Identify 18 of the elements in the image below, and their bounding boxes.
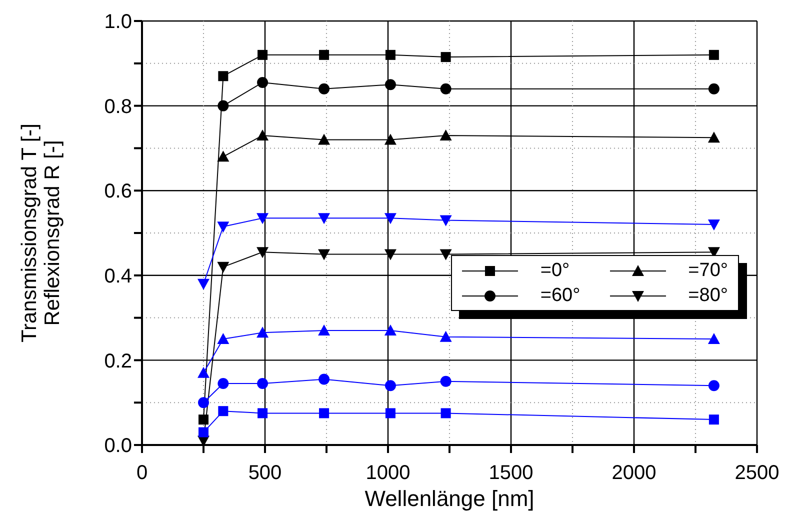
legend-label: =0° [540, 260, 570, 282]
y-tick-label: 0.0 [104, 435, 132, 458]
legend-label: =60° [540, 284, 580, 306]
x-tick-label: 500 [248, 462, 282, 484]
x-axis-title: Wellenlänge [nm] [364, 486, 534, 511]
x-tick-label: 1000 [366, 462, 410, 484]
y-tick-label: 0.8 [104, 96, 132, 118]
y-axis-title: Transmissionsgrad T [-] Reflexionsgrad R [-] [18, 123, 64, 343]
x-tick-label: 0 [136, 462, 148, 484]
legend-label: =80° [688, 284, 728, 306]
y-tick-label: 1.0 [104, 11, 132, 34]
legend-label: =70° [688, 260, 728, 282]
y-tick-label: 0.4 [104, 266, 132, 288]
x-tick-label: 1500 [488, 462, 534, 484]
y-tick-label: 0.6 [104, 180, 132, 203]
y-tick-label: 0.2 [104, 350, 132, 372]
x-tick-label: 2000 [612, 462, 656, 484]
x-tick-label: 2500 [734, 462, 780, 484]
